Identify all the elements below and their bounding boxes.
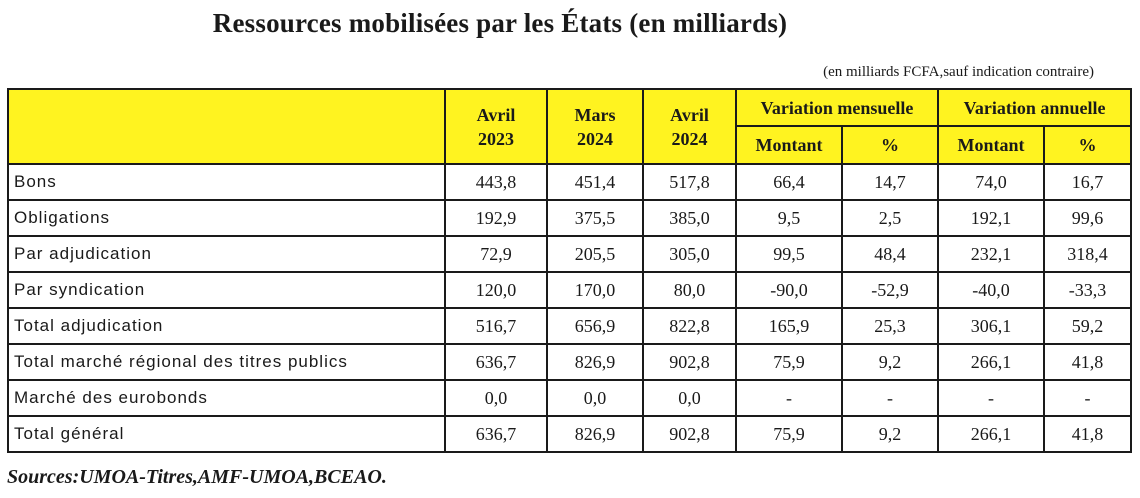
value-cell: 636,7 xyxy=(444,343,548,381)
value-cell: 99,6 xyxy=(1042,199,1133,237)
value-cell: 170,0 xyxy=(546,271,644,309)
value-cell: 232,1 xyxy=(937,235,1045,273)
value-cell: 9,2 xyxy=(841,343,939,381)
value-cell: 451,4 xyxy=(546,163,644,201)
value-cell: 902,8 xyxy=(642,343,737,381)
header-row-sub: Montant % Montant % xyxy=(8,125,1133,165)
value-cell: 192,9 xyxy=(444,199,548,237)
header-row-top: Avril 2023 Mars 2024 Avril 2024 Variatio… xyxy=(7,88,1133,165)
header-label-cell xyxy=(7,88,446,165)
value-cell: - xyxy=(1042,379,1133,417)
header-period-3: Avril 2024 xyxy=(642,88,737,165)
value-cell: 0,0 xyxy=(444,379,548,417)
value-cell: 120,0 xyxy=(444,271,548,309)
table-body: Bons 443,8 451,4 517,8 66,4 14,7 74,0 16,7 Oblig… xyxy=(7,163,1133,453)
value-cell: -90,0 xyxy=(735,271,843,309)
table-row: Par adjudication 72,9 205,5 305,0 99,5 48,4 23… xyxy=(7,235,1133,273)
resources-table: Avril 2023 Mars 2024 Avril 2024 Variatio… xyxy=(7,88,1133,453)
table-row: Total général 636,7 826,9 902,8 75,9 9,2 266,1… xyxy=(7,415,1133,453)
value-cell: 822,8 xyxy=(642,307,737,345)
header-period-2-year: 2024 xyxy=(577,128,613,149)
table-row: Marché des eurobonds 0,0 0,0 0,0- - - - xyxy=(7,379,1133,417)
row-label: Bons xyxy=(7,163,446,201)
value-cell: 385,0 xyxy=(642,199,737,237)
value-cell: 99,5 xyxy=(735,235,843,273)
value-cell: 59,2 xyxy=(1042,307,1133,345)
value-cell: 9,2 xyxy=(841,415,939,453)
header-period-1: Avril 2023 xyxy=(444,88,548,165)
value-cell: - xyxy=(735,379,843,417)
value-cell: 41,8 xyxy=(1042,415,1133,453)
page-title: Ressources mobilisées par les États (en … xyxy=(212,8,788,38)
value-cell: 266,1 xyxy=(937,415,1045,453)
value-cell: 165,9 xyxy=(735,307,843,345)
table-row: Bons 443,8 451,4 517,8 66,4 14,7 74,0 16,7 xyxy=(7,163,1133,201)
value-cell: 0,0 xyxy=(642,379,737,417)
header-variation-mensuelle: Variation mensuelle xyxy=(735,88,939,127)
value-cell: 192,1 xyxy=(937,199,1045,237)
value-cell: 16,7 xyxy=(1042,163,1133,201)
header-annuelle-montant: Montant xyxy=(937,125,1045,165)
header-period-1-year: 2023 xyxy=(478,128,514,149)
value-cell: 902,8 xyxy=(642,415,737,453)
value-cell: 74,0 xyxy=(937,163,1045,201)
value-cell: 656,9 xyxy=(546,307,644,345)
header-variation-annuelle: Variation annuelle xyxy=(936,88,1133,127)
header-period-3-month: Avril xyxy=(670,104,709,125)
value-cell: - xyxy=(937,379,1045,417)
row-label: Marché des eurobonds xyxy=(7,379,446,417)
value-cell: 205,5 xyxy=(546,235,644,273)
value-cell: 72,9 xyxy=(444,235,548,273)
header-period-2: Mars 2024 xyxy=(546,88,644,165)
table-row: Par syndication 120,0 170,0 80,0 -90,0 -52,9-… xyxy=(7,271,1133,309)
header-annuelle-pct: % xyxy=(1042,125,1133,165)
value-cell: 517,8 xyxy=(642,163,737,201)
value-cell: - xyxy=(841,379,939,417)
value-cell: 826,9 xyxy=(546,343,644,381)
value-cell: -33,3 xyxy=(1042,271,1133,309)
header-period-3-year: 2024 xyxy=(671,128,708,149)
value-cell: 41,8 xyxy=(1042,343,1133,381)
value-cell: 48,4 xyxy=(841,235,939,273)
row-label: Total adjudication xyxy=(7,307,446,345)
value-cell: 2,5 xyxy=(841,199,939,237)
value-cell: 318,4 xyxy=(1042,235,1133,273)
header-period-2-month: Mars xyxy=(574,104,616,125)
row-label: Par syndication xyxy=(7,271,446,309)
value-cell: 66,4 xyxy=(735,163,843,201)
value-cell: 14,7 xyxy=(841,163,939,201)
value-cell: 266,1 xyxy=(937,343,1045,381)
unit-note: (en milliards FCFA,sauf indication contr… xyxy=(823,64,1094,80)
value-cell: 75,9 xyxy=(735,343,843,381)
header-mensuelle-montant: Montant xyxy=(735,125,843,165)
value-cell: 443,8 xyxy=(444,163,548,201)
row-label: Obligations xyxy=(7,199,446,237)
table-row: Total marché régional des titres publics… xyxy=(7,343,1133,381)
value-cell: 636,7 xyxy=(444,415,548,453)
header-mensuelle-pct: % xyxy=(841,125,939,165)
value-cell: 375,5 xyxy=(546,199,644,237)
row-label: Total marché régional des titres publics xyxy=(7,343,446,381)
header-period-1-month: Avril xyxy=(476,104,516,125)
value-cell: 826,9 xyxy=(546,415,644,453)
value-cell: 25,3 xyxy=(841,307,939,345)
value-cell: 80,0 xyxy=(642,271,737,309)
value-cell: -52,9 xyxy=(841,271,939,309)
sources-note: Sources:UMOA-Titres,AMF-UMOA,BCEAO. xyxy=(7,466,387,488)
value-cell: 516,7 xyxy=(444,307,548,345)
value-cell: 0,0 xyxy=(546,379,644,417)
value-cell: -40,0 xyxy=(937,271,1045,309)
row-label: Total général xyxy=(7,415,446,453)
value-cell: 9,5 xyxy=(735,199,843,237)
row-label: Par adjudication xyxy=(7,235,446,273)
value-cell: 305,0 xyxy=(642,235,737,273)
value-cell: 306,1 xyxy=(937,307,1045,345)
table-row: Obligations 192,9 375,5 385,0 9,5 2,5 192,1 99,… xyxy=(7,199,1133,237)
table-row: Total adjudication 516,7 656,9 822,8 165,9 25… xyxy=(7,307,1133,345)
value-cell: 75,9 xyxy=(735,415,843,453)
